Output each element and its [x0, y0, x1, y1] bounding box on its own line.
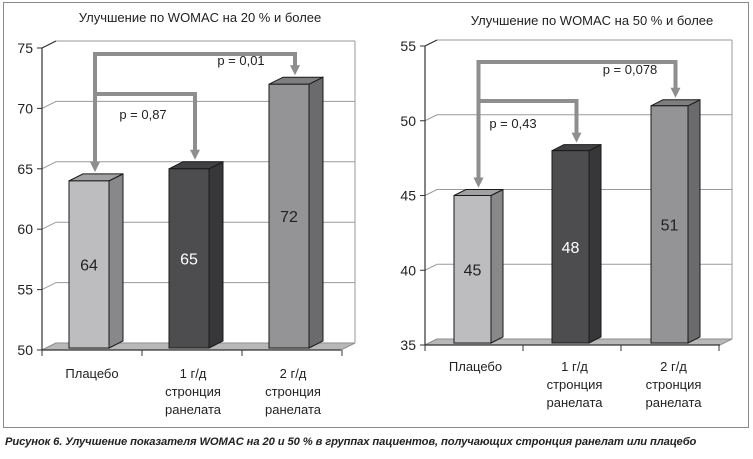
bar-2: [551, 143, 602, 344]
y-tick-label: 55: [17, 282, 33, 298]
data-label: 45: [464, 262, 482, 279]
y-tick-label: 40: [400, 262, 416, 278]
data-label: 64: [80, 257, 98, 274]
figure-frame: [3, 2, 749, 428]
y-tick-label: 35: [400, 337, 416, 353]
y-axis-top: [41, 40, 57, 49]
bracket-line: [93, 52, 297, 166]
y-tick-label: 60: [17, 221, 33, 237]
bar-front: [268, 83, 310, 349]
category-label: 2 г/д стронция ранелата: [645, 359, 702, 410]
bracket-arrowhead: [670, 87, 681, 98]
bar-1: [68, 173, 124, 349]
gridline: [41, 161, 355, 170]
p-value-label: p = 0,01: [217, 53, 264, 68]
p-value-label: p = 0,43: [489, 116, 536, 131]
bar-side: [687, 98, 701, 344]
bar-side: [588, 143, 602, 344]
bar-2: [168, 160, 224, 349]
gridline: [424, 39, 732, 47]
y-tick-label: 50: [17, 342, 33, 358]
data-label: 65: [180, 251, 198, 268]
chart-title: Улучшение по WOMAC на 20 % и более: [79, 10, 322, 25]
gridline: [424, 114, 732, 122]
bracket-arrowhead: [290, 65, 300, 76]
bar-side: [490, 188, 504, 344]
figure-caption: Рисунок 6. Улучшение показателя WOMAC на…: [5, 436, 697, 448]
category-label: Плацебо: [449, 359, 502, 374]
bar-front: [68, 180, 110, 349]
gridline: [41, 282, 355, 291]
gridline: [41, 100, 355, 109]
y-axis-top: [424, 39, 438, 47]
category-label: 1 г/д стронция ранелата: [165, 366, 222, 417]
category-label: Плацебо: [65, 366, 118, 381]
bracket-line: [476, 60, 678, 182]
data-label: 72: [280, 209, 298, 226]
data-label: 48: [562, 240, 580, 257]
bar-front: [168, 168, 210, 349]
bracket-arrowhead: [90, 161, 100, 172]
bar-front: [453, 195, 492, 344]
bar-front: [551, 150, 590, 344]
bracket-arrowhead: [473, 177, 484, 188]
gridline: [424, 263, 732, 271]
y-tick-label: 70: [17, 100, 33, 116]
bracket-arrowhead: [190, 149, 200, 160]
p-value-label: p = 0,87: [119, 107, 166, 122]
chart-title: Улучшение по WOMAC на 50 % и более: [471, 13, 714, 28]
bar-front: [650, 105, 689, 344]
bracket-arrowhead: [571, 132, 582, 143]
p-value-label: p = 0,078: [603, 62, 658, 77]
y-tick-label: 65: [17, 161, 33, 177]
y-tick-label: 75: [17, 40, 33, 56]
y-tick-label: 50: [400, 113, 416, 129]
gridline: [424, 189, 732, 196]
y-tick-label: 45: [400, 188, 416, 204]
data-label: 51: [661, 217, 679, 234]
category-label: 1 г/д стронция ранелата: [546, 359, 603, 410]
gridline: [41, 221, 355, 230]
bar-1: [453, 188, 504, 344]
y-tick-label: 55: [400, 38, 416, 54]
bar-3: [268, 76, 324, 349]
bar-3: [650, 98, 701, 344]
category-label: 2 г/д стронция ранелата: [265, 366, 322, 417]
significance-bracket: [90, 52, 300, 172]
significance-bracket: [473, 60, 681, 188]
